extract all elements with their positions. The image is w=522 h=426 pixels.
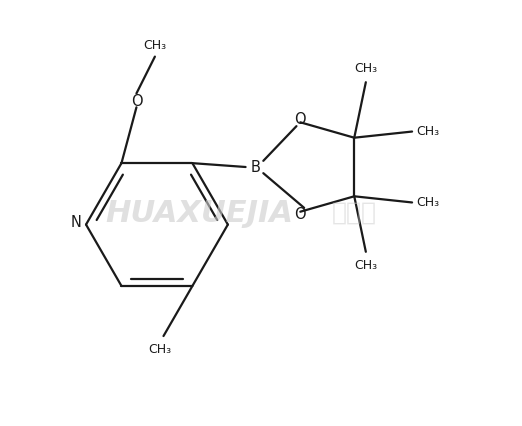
- Text: 化学加: 化学加: [331, 201, 376, 225]
- Text: N: N: [70, 215, 81, 230]
- Text: O: O: [132, 95, 143, 109]
- Text: CH₃: CH₃: [354, 259, 377, 272]
- Text: CH₃: CH₃: [144, 38, 167, 52]
- Text: O: O: [294, 112, 306, 127]
- Text: CH₃: CH₃: [416, 125, 439, 138]
- Text: CH₃: CH₃: [416, 196, 439, 209]
- Text: O: O: [294, 207, 306, 222]
- Text: HUAXUEJIA: HUAXUEJIA: [105, 199, 293, 227]
- Text: B: B: [251, 159, 260, 175]
- Text: CH₃: CH₃: [148, 343, 171, 357]
- Text: CH₃: CH₃: [354, 62, 377, 75]
